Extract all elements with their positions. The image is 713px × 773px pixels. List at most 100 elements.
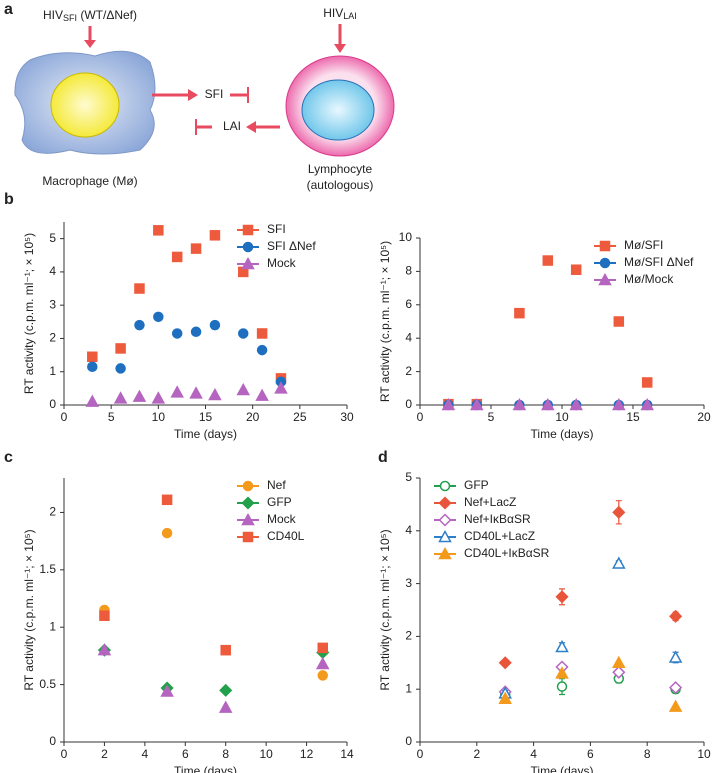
arrowhead <box>246 121 256 133</box>
marker <box>99 610 110 621</box>
x-tick-label: 15 <box>626 410 640 424</box>
marker <box>161 494 173 506</box>
x-tick-label: 5 <box>488 410 495 424</box>
y-tick-label: 0.5 <box>39 677 56 691</box>
marker <box>555 590 569 604</box>
marker <box>115 363 126 374</box>
marker <box>612 655 626 669</box>
legend-marker <box>242 241 254 253</box>
legend-label: GFP <box>267 495 292 509</box>
virus-label: HIVSFI (WT/ΔNef) <box>43 8 137 23</box>
x-tick-label: 2 <box>473 747 480 761</box>
panel-label: a <box>4 1 13 18</box>
legend-marker <box>241 512 255 526</box>
marker <box>569 397 583 411</box>
x-tick-label: 4 <box>142 747 149 761</box>
x-tick-label: 0 <box>417 747 424 761</box>
y-tick-label: 4 <box>405 330 412 344</box>
marker <box>441 397 456 411</box>
x-tick-label: 8 <box>222 747 229 761</box>
legend-marker <box>599 240 611 252</box>
marker <box>237 328 249 339</box>
x-tick-label: 10 <box>697 747 711 761</box>
marker <box>541 397 555 411</box>
marker <box>512 397 527 411</box>
y-tick-label: 5 <box>405 470 412 484</box>
x-tick-label: 6 <box>182 747 189 761</box>
marker <box>317 670 328 681</box>
marker <box>641 377 653 388</box>
panel-label: d <box>378 449 388 466</box>
marker <box>256 328 268 339</box>
x-tick-label: 10 <box>152 410 166 424</box>
marker <box>640 397 654 411</box>
legend-label: SFI ΔNef <box>267 239 316 253</box>
marker <box>315 656 330 670</box>
marker <box>134 283 145 294</box>
arrowhead <box>334 44 346 53</box>
marker <box>87 361 98 372</box>
legend-label: Mø/Mock <box>624 272 674 286</box>
marker <box>189 386 203 399</box>
x-tick-label: 10 <box>259 747 273 761</box>
y-tick-label: 1.5 <box>39 562 56 576</box>
legend-marker <box>598 272 612 286</box>
legend-label: CD40L+LacZ <box>464 529 535 543</box>
x-tick-label: 15 <box>199 410 213 424</box>
marker <box>274 381 288 394</box>
x-tick-label: 4 <box>530 747 537 761</box>
marker <box>470 397 484 411</box>
marker <box>113 391 128 404</box>
y-axis-label: RT activity (c.p.m. ml⁻¹; × 10⁵) <box>22 529 36 690</box>
x-tick-label: 10 <box>555 410 569 424</box>
marker <box>171 251 183 263</box>
y-tick-label: 2 <box>49 331 56 345</box>
cell-label: (autologous) <box>307 178 374 192</box>
marker <box>97 643 112 656</box>
y-tick-label: 1 <box>405 681 412 695</box>
y-tick-label: 0 <box>49 734 56 748</box>
y-tick-label: 3 <box>49 297 56 311</box>
marker <box>132 389 147 402</box>
legend-label: Nef+IκBαSR <box>464 512 531 526</box>
legend-marker <box>242 224 254 236</box>
marker <box>498 691 512 704</box>
legend-marker <box>241 496 255 510</box>
marker <box>236 382 251 396</box>
marker <box>115 343 126 354</box>
x-axis-label: Time (days) <box>174 764 237 773</box>
y-axis-label: RT activity (c.p.m. ml⁻¹; × 10⁵) <box>378 241 392 402</box>
legend-marker <box>242 480 254 492</box>
marker <box>668 699 683 712</box>
nucleus <box>50 72 120 138</box>
marker <box>612 556 626 569</box>
y-tick-label: 1 <box>49 364 56 378</box>
legend-label: CD40L <box>267 529 305 543</box>
x-axis-label: Time (days) <box>531 427 594 441</box>
x-tick-label: 5 <box>108 410 115 424</box>
y-tick-label: 5 <box>49 231 56 245</box>
marker <box>153 311 164 323</box>
marker <box>160 684 174 697</box>
marker <box>153 225 164 236</box>
nucleus <box>301 79 375 141</box>
marker <box>317 642 328 654</box>
x-tick-label: 12 <box>300 747 314 761</box>
arrowhead <box>84 40 96 48</box>
legend-marker <box>599 257 611 269</box>
marker <box>190 243 202 254</box>
cell-label: Lymphocyte <box>308 162 373 176</box>
legend-marker <box>438 513 452 527</box>
x-tick-label: 0 <box>417 410 424 424</box>
legend-marker <box>439 480 451 492</box>
marker <box>555 639 569 653</box>
arrow-label: LAI <box>223 119 241 133</box>
y-tick-label: 4 <box>405 523 412 537</box>
legend-marker <box>241 256 255 270</box>
marker <box>208 387 222 401</box>
y-tick-label: 6 <box>405 297 412 311</box>
y-axis-label: RT activity (c.p.m. ml⁻¹; × 10⁵) <box>378 529 392 690</box>
panel-label: c <box>4 449 13 466</box>
marker <box>255 388 269 401</box>
